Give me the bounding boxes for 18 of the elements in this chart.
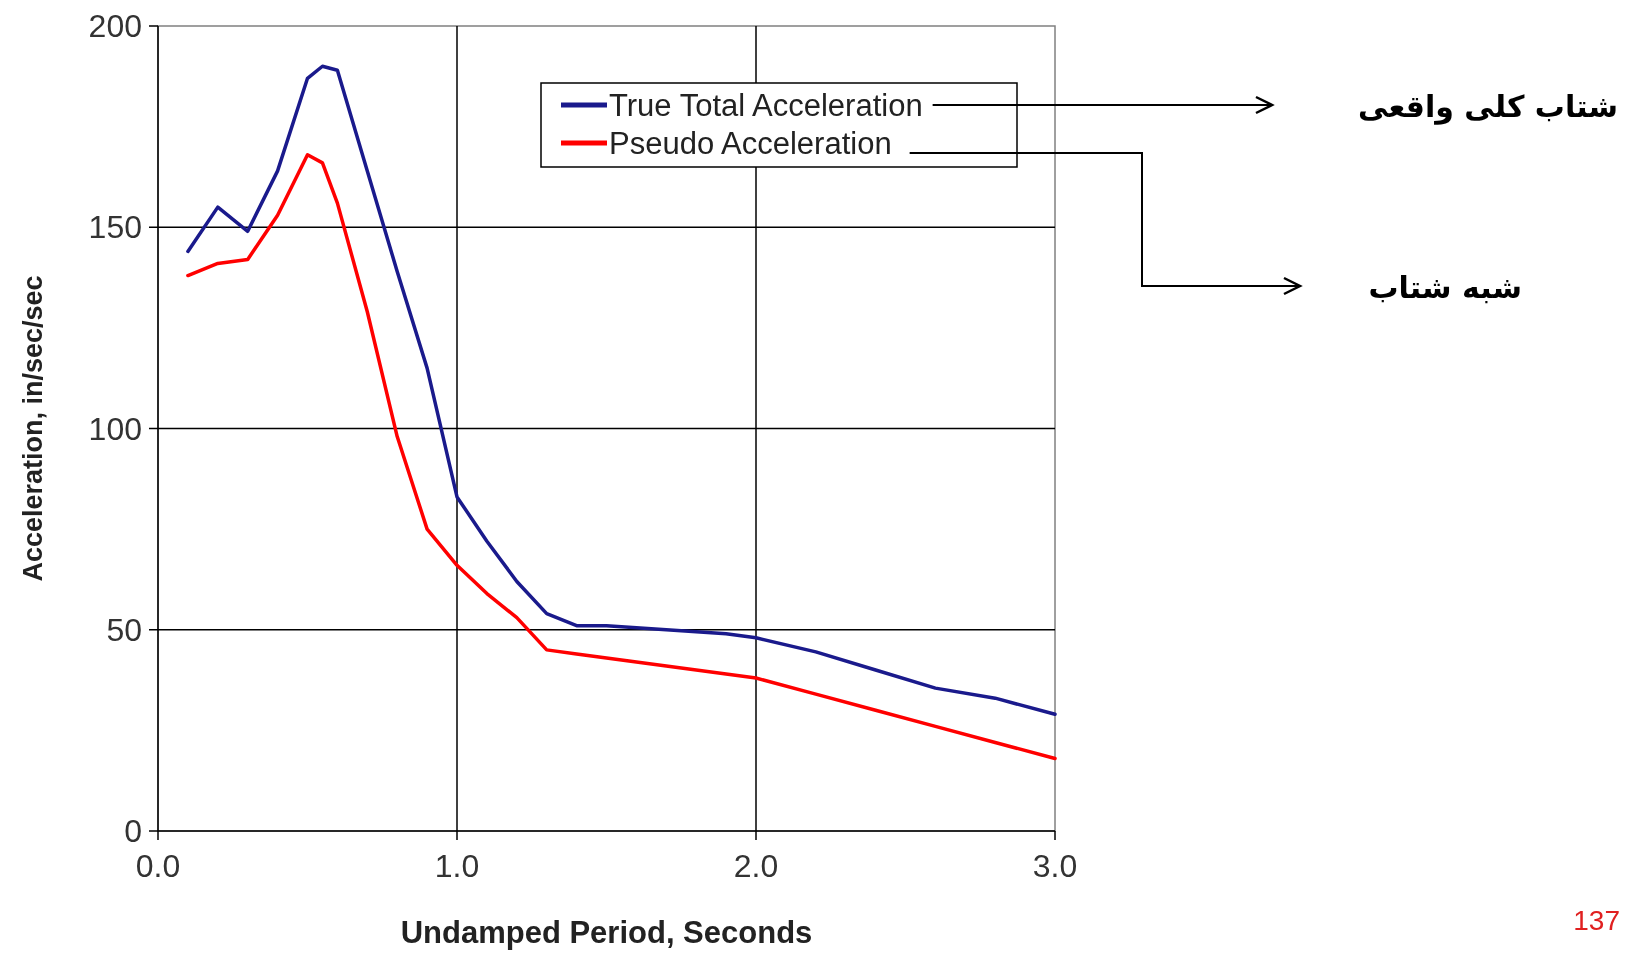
legend-label: Pseudo Acceleration (609, 126, 892, 161)
x-tick-label: 2.0 (733, 848, 779, 884)
text: شتاب کلی واقعی (1358, 89, 1618, 125)
x-tick-label: 0.0 (135, 848, 181, 884)
y-axis-title: Acceleration, in/sec/sec (18, 275, 48, 582)
y-tick-label: 0 (124, 813, 142, 849)
x-tick-label: 3.0 (1032, 848, 1078, 884)
y-tick-label: 150 (88, 209, 142, 246)
y-tick-label: 50 (106, 611, 142, 648)
text: 137 (1573, 905, 1620, 936)
line-series (186, 64, 1057, 717)
y-tick-label: 100 (88, 410, 142, 447)
text: شبه شتاب (1368, 270, 1522, 305)
legend-label: True Total Acceleration (609, 88, 923, 123)
line-series (186, 153, 1057, 761)
x-tick-label: 1.0 (434, 848, 480, 884)
x-axis-title: Undamped Period, Seconds (400, 915, 813, 950)
y-tick-label: 200 (88, 8, 142, 44)
